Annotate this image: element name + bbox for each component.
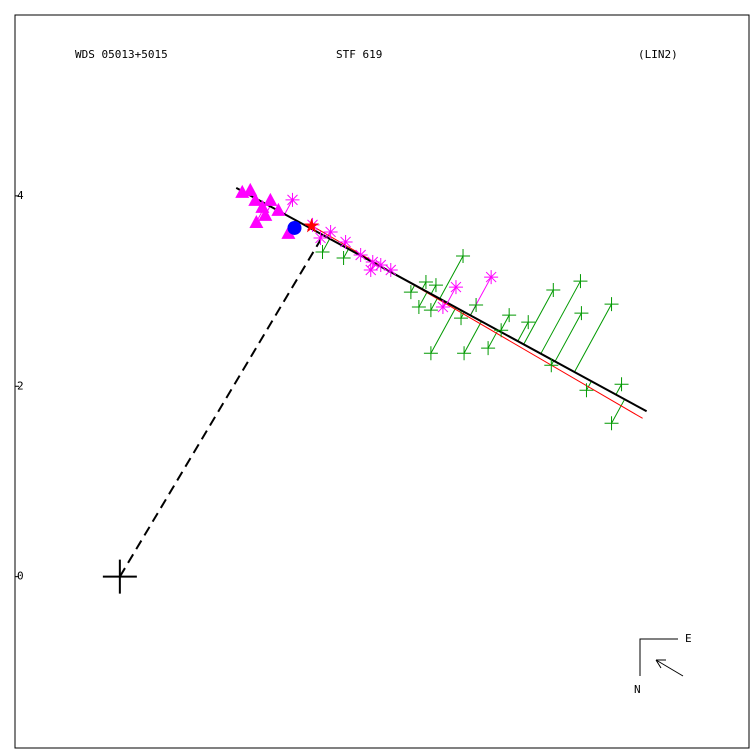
residual (586, 380, 592, 391)
residual (410, 284, 416, 293)
residual (446, 286, 457, 304)
point-plus (423, 346, 438, 361)
point-asterisk (365, 255, 380, 270)
residual (418, 291, 428, 308)
compass-north: N (634, 683, 641, 696)
residual (517, 321, 529, 342)
point-plus (454, 311, 469, 326)
fit-line (118, 239, 322, 578)
point-triangle (263, 192, 278, 206)
point-plus (614, 377, 629, 392)
point-triangle (248, 192, 263, 206)
residual (460, 311, 465, 319)
point-plus (494, 323, 509, 338)
y-tick-label: 0 (17, 570, 24, 583)
point-plus (544, 358, 559, 373)
compass-axes (639, 638, 678, 676)
point-asterisk (373, 257, 388, 272)
residual (611, 399, 626, 424)
point-plus (481, 341, 496, 356)
residual (430, 297, 439, 311)
point-circle (287, 220, 302, 235)
residual (554, 312, 582, 362)
point-triangle (249, 214, 264, 228)
point-asterisk (435, 300, 450, 315)
residual (463, 321, 482, 354)
compass (639, 638, 684, 677)
residual (284, 199, 293, 215)
point-asterisk (323, 224, 338, 239)
point-asterisk (484, 270, 499, 285)
point-plus (457, 346, 472, 361)
point-asterisk (313, 230, 328, 245)
point-plus (456, 249, 471, 264)
point-plus (428, 278, 443, 293)
plot-frame (14, 14, 750, 749)
chart-subtitle: STF 619 (336, 48, 382, 61)
point-plus (336, 251, 351, 266)
residual (322, 238, 331, 253)
point-plus (574, 306, 589, 321)
annotation: (LIN2) (638, 48, 678, 61)
compass-east: E (685, 632, 692, 645)
residual (430, 307, 457, 354)
point-asterisk (285, 192, 300, 207)
point-plus (546, 283, 561, 298)
point-plus (469, 298, 484, 313)
point-plus (502, 308, 517, 323)
point-asterisk (363, 263, 378, 278)
residual (430, 284, 437, 295)
residual (499, 314, 510, 332)
fit-line (235, 186, 648, 413)
point-plus (521, 315, 536, 330)
chart-title: WDS 05013+5015 (75, 48, 168, 61)
residual (523, 289, 554, 345)
point-asterisk (353, 247, 368, 262)
point-plus (579, 383, 594, 398)
point-plus (315, 244, 330, 259)
point-triangle (258, 207, 273, 221)
point-plus (604, 297, 619, 312)
residual (470, 304, 477, 316)
point-asterisk (338, 234, 353, 249)
point-plus (403, 285, 418, 300)
residual (439, 255, 464, 299)
residual (574, 303, 612, 373)
point-plus (573, 274, 588, 289)
fit-line (310, 224, 643, 419)
residual (421, 281, 427, 290)
point-asterisk (383, 263, 398, 278)
point-triangle (281, 225, 296, 239)
point-triangle (243, 182, 258, 196)
point-plus (604, 416, 619, 431)
point-star (303, 217, 320, 233)
point-plus (423, 303, 438, 318)
point-asterisk (448, 280, 463, 295)
point-plus (411, 300, 426, 315)
point-plus (418, 275, 433, 290)
y-tick-label: 4 (17, 189, 24, 202)
compass-arrow (655, 659, 684, 677)
residual (615, 384, 622, 395)
residual (540, 280, 581, 354)
point-triangle (271, 202, 286, 216)
y-tick-label: 2 (17, 379, 24, 392)
residual (343, 248, 349, 259)
